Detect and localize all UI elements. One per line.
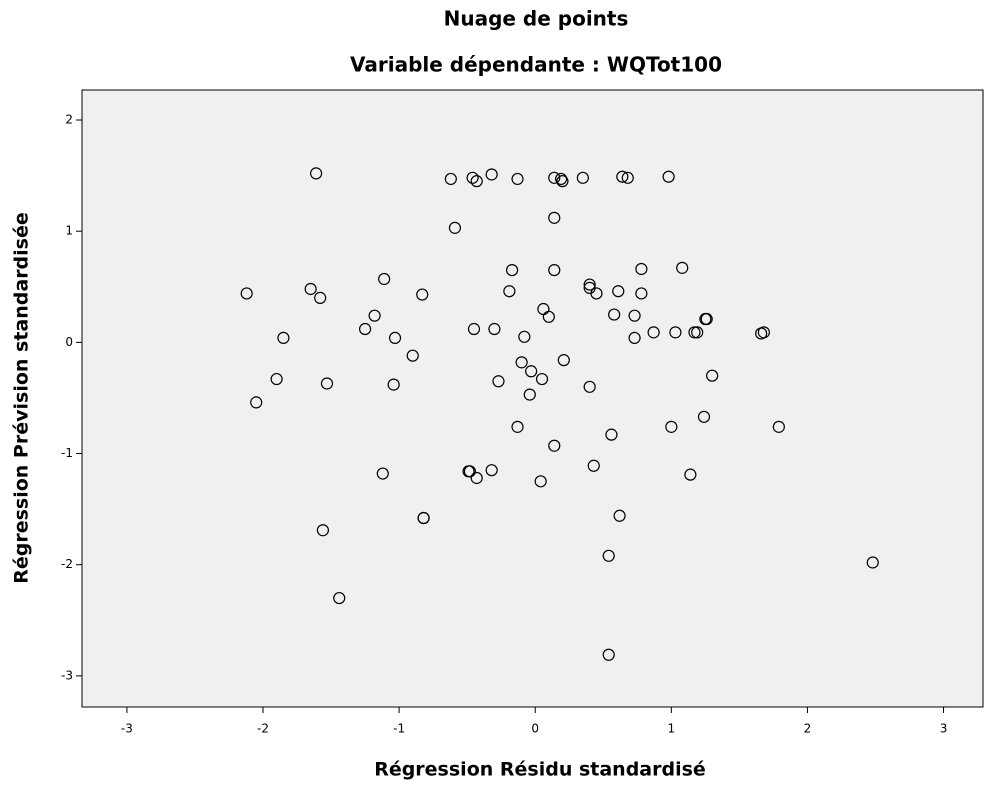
x-tick-label: -2 xyxy=(257,722,269,736)
point xyxy=(635,287,648,300)
point xyxy=(608,308,621,321)
y-tick-label: 0 xyxy=(65,335,73,349)
y-axis-label: Régression Prévision standardisée xyxy=(11,212,33,584)
point xyxy=(277,331,290,345)
point xyxy=(466,171,479,184)
point xyxy=(612,285,625,298)
point xyxy=(866,556,879,569)
point xyxy=(417,511,430,525)
point xyxy=(470,175,483,188)
point xyxy=(378,272,391,286)
point xyxy=(416,288,429,301)
point xyxy=(587,459,600,472)
point xyxy=(316,524,330,537)
point xyxy=(488,322,501,336)
point xyxy=(485,168,498,181)
point xyxy=(772,420,785,433)
plot-area xyxy=(81,89,984,708)
point xyxy=(523,388,536,401)
point xyxy=(444,172,457,186)
point xyxy=(665,420,678,433)
point xyxy=(503,285,516,298)
point xyxy=(757,326,770,339)
point xyxy=(557,354,570,367)
point xyxy=(406,349,419,362)
point xyxy=(605,428,618,441)
point xyxy=(548,439,561,452)
y-tick-label: 1 xyxy=(65,224,73,238)
x-tick-label: 0 xyxy=(531,722,539,736)
x-tick-label: 3 xyxy=(940,722,948,736)
point xyxy=(492,375,505,388)
point xyxy=(700,312,713,326)
point xyxy=(662,170,675,183)
point xyxy=(333,591,346,605)
x-tick-label: 1 xyxy=(668,722,676,736)
point xyxy=(309,167,323,180)
point xyxy=(602,648,615,661)
point xyxy=(556,175,569,188)
point xyxy=(583,278,596,291)
point xyxy=(448,221,462,234)
point xyxy=(676,261,689,274)
point xyxy=(376,467,389,480)
point xyxy=(388,331,402,345)
point xyxy=(511,172,524,186)
point xyxy=(548,263,561,277)
point xyxy=(590,287,603,300)
point xyxy=(320,377,334,390)
point xyxy=(613,509,626,522)
point xyxy=(616,170,629,183)
point xyxy=(368,309,381,322)
point xyxy=(697,410,711,423)
point xyxy=(463,465,476,478)
point xyxy=(602,549,615,562)
point xyxy=(542,310,555,323)
point xyxy=(548,211,561,224)
y-tick-label: -1 xyxy=(61,446,73,460)
point xyxy=(691,326,704,339)
point xyxy=(669,326,682,339)
point xyxy=(270,372,283,386)
point xyxy=(548,171,561,184)
point xyxy=(358,322,372,336)
point xyxy=(467,322,481,336)
point xyxy=(554,172,568,186)
x-tick-label: 2 xyxy=(804,722,812,736)
chart-subtitle: Variable dépendante : WQTot100 xyxy=(350,53,722,77)
point xyxy=(304,282,317,296)
point xyxy=(250,396,263,409)
point xyxy=(628,331,641,345)
x-tick-label: -1 xyxy=(393,722,405,736)
x-axis-label: Régression Résidu standardisé xyxy=(374,759,706,781)
point xyxy=(518,330,531,343)
point xyxy=(635,262,648,276)
y-tick-label: -3 xyxy=(61,668,73,682)
point xyxy=(511,420,524,433)
chart-title: Nuage de points xyxy=(444,7,629,31)
point xyxy=(621,171,634,184)
point xyxy=(583,380,596,393)
point xyxy=(515,356,528,369)
point xyxy=(314,291,327,304)
point xyxy=(684,468,697,481)
point xyxy=(525,365,538,378)
point xyxy=(470,471,483,485)
x-tick-label: -3 xyxy=(121,722,133,736)
point xyxy=(505,263,519,277)
point xyxy=(688,326,701,339)
point xyxy=(628,309,641,322)
point xyxy=(485,464,498,477)
point xyxy=(387,378,400,391)
y-tick-label: -2 xyxy=(61,557,73,571)
point xyxy=(706,369,719,382)
y-tick-label: 2 xyxy=(65,113,73,127)
point xyxy=(647,326,660,339)
point xyxy=(535,372,549,386)
point xyxy=(534,475,547,488)
point xyxy=(240,287,253,300)
point xyxy=(576,171,589,184)
